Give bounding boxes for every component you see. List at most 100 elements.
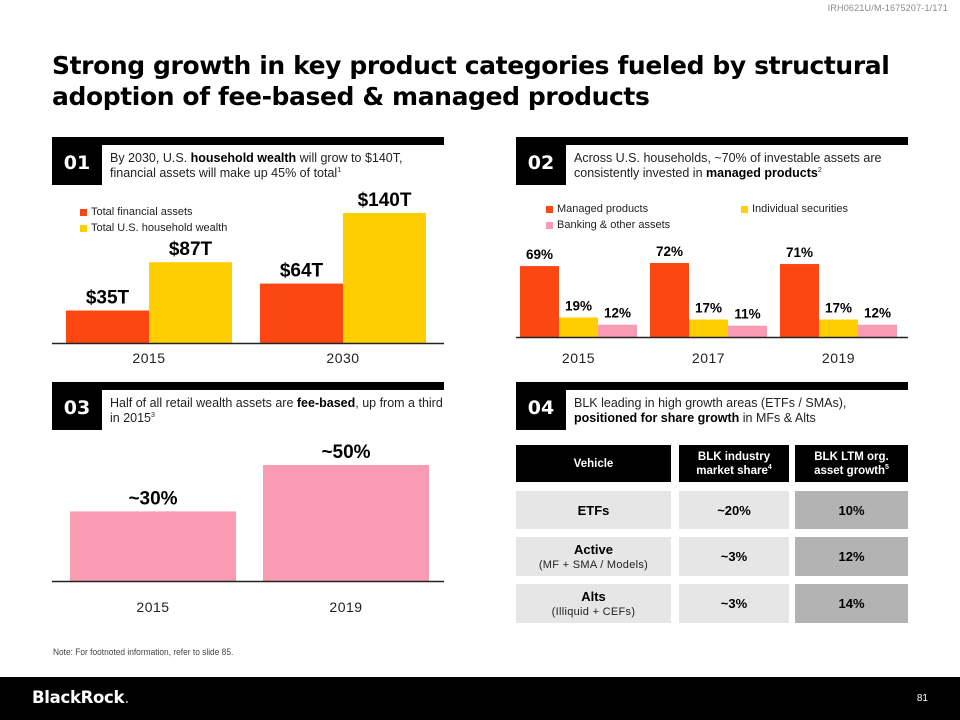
table-cell-asset-growth: 10% xyxy=(795,491,908,529)
panel-top-rule xyxy=(516,137,908,145)
legend-swatch xyxy=(546,221,553,229)
legend-item: Banking & other assets xyxy=(546,217,670,233)
panel-top-rule xyxy=(52,137,444,145)
category-label: 2019 xyxy=(329,599,362,615)
category-label: 2015 xyxy=(562,350,595,366)
bar xyxy=(559,317,598,337)
table-cell-market-share: ~20% xyxy=(679,491,789,529)
panel-top-rule xyxy=(52,382,444,390)
bar xyxy=(780,264,819,337)
chart-legend: Total financial assets Total U.S. househ… xyxy=(80,204,227,236)
data-label: 12% xyxy=(604,306,631,321)
page-number: 81 xyxy=(916,693,928,704)
panel-number: 03 xyxy=(52,382,102,430)
category-label: 2030 xyxy=(326,350,359,366)
legend-label: Managed products xyxy=(557,203,649,215)
panel-managed-products: 02 Across U.S. households, ~70% of inves… xyxy=(516,137,908,377)
blackrock-logo: BlackRock. xyxy=(32,688,130,707)
footer-bar: BlackRock. 81 xyxy=(0,677,960,720)
panel-number: 02 xyxy=(516,137,566,185)
panel-number: 01 xyxy=(52,137,102,185)
category-label: 2019 xyxy=(822,350,855,366)
panel-description: BLK leading in high growth areas (ETFs /… xyxy=(574,396,847,425)
data-label: 71% xyxy=(786,245,813,260)
table-header-row: Vehicle BLK industry market share4 BLK LT… xyxy=(516,445,908,482)
legend-item: Total financial assets xyxy=(80,204,227,220)
table-row: Alts (Illiquid + CEFs) ~3% 14% xyxy=(516,584,908,623)
panel-header: 02 Across U.S. households, ~70% of inves… xyxy=(516,137,908,185)
data-label: ~30% xyxy=(128,488,177,509)
panel-header: 04 BLK leading in high growth areas (ETF… xyxy=(516,382,908,430)
chart-legend: Individual securities xyxy=(741,201,848,217)
bar xyxy=(858,324,897,337)
category-label: 2015 xyxy=(132,350,165,366)
data-label: 12% xyxy=(864,306,891,321)
bar xyxy=(728,325,767,337)
table-row: ETFs ~20% 10% xyxy=(516,491,908,529)
panel-household-wealth: 01 By 2030, U.S. household wealth will g… xyxy=(52,137,444,377)
panel-header: 01 By 2030, U.S. household wealth will g… xyxy=(52,137,444,185)
chart-investable-assets-mix: 69% 19% 12% 2015 72% 17% 11% 2017 71% 17% 12% 2019 xyxy=(516,244,908,366)
bar xyxy=(149,262,232,343)
panel-description: By 2030, U.S. household wealth will grow… xyxy=(110,151,403,180)
table-header-vehicle: Vehicle xyxy=(516,445,671,482)
panel-description: Half of all retail wealth assets are fee… xyxy=(110,396,443,425)
bar xyxy=(263,465,429,581)
panel-description: Across U.S. households, ~70% of investab… xyxy=(574,151,882,180)
chart-household-wealth: $35T $87T 2015 $64T $140T 2030 xyxy=(52,190,444,366)
table-cell-market-share: ~3% xyxy=(679,537,789,576)
data-label: 17% xyxy=(695,301,722,316)
footnote: Note: For footnoted information, refer t… xyxy=(53,647,234,658)
bar xyxy=(520,266,559,337)
legend-swatch xyxy=(741,205,748,213)
legend-label: Total financial assets xyxy=(91,206,193,218)
table-header-asset-growth: BLK LTM org. asset growth5 xyxy=(795,445,908,482)
data-label: 72% xyxy=(656,244,683,259)
page-title: Strong growth in key product categories … xyxy=(52,51,890,111)
legend-item: Total U.S. household wealth xyxy=(80,220,227,236)
bar xyxy=(260,283,343,343)
legend-item: Managed products xyxy=(546,201,670,217)
bar xyxy=(66,310,149,343)
legend-swatch xyxy=(80,224,87,232)
bar xyxy=(689,319,728,337)
table-cell-asset-growth: 14% xyxy=(795,584,908,623)
document-id: IRH0621U/M-1675207-1/171 xyxy=(827,3,948,13)
data-label: ~50% xyxy=(321,442,370,463)
data-label: $87T xyxy=(169,239,213,260)
chart-legend: Managed products Banking & other assets xyxy=(546,201,670,233)
legend-label: Individual securities xyxy=(752,203,848,215)
legend-item: Individual securities xyxy=(741,201,848,217)
data-label: $140T xyxy=(358,190,412,211)
data-label: $35T xyxy=(86,288,130,309)
legend-label: Banking & other assets xyxy=(557,219,671,231)
bar xyxy=(819,319,858,337)
bar xyxy=(650,263,689,337)
category-label: 2017 xyxy=(692,350,725,366)
panel-fee-based: 03 Half of all retail wealth assets are … xyxy=(52,382,444,622)
table-cell-vehicle: ETFs xyxy=(516,491,671,529)
legend-swatch xyxy=(546,205,553,213)
data-label: 11% xyxy=(734,307,760,322)
panel-blk-vehicles: 04 BLK leading in high growth areas (ETF… xyxy=(516,382,908,442)
table-cell-market-share: ~3% xyxy=(679,584,789,623)
data-label: $64T xyxy=(280,261,324,282)
bar xyxy=(343,213,426,343)
legend-label: Total U.S. household wealth xyxy=(91,222,228,234)
table-cell-vehicle: Alts (Illiquid + CEFs) xyxy=(516,584,671,623)
panel-header: 03 Half of all retail wealth assets are … xyxy=(52,382,444,430)
chart-fee-based-share: ~30% 2015 ~50% 2019 xyxy=(52,442,444,615)
table-row: Active (MF + SMA / Models) ~3% 12% xyxy=(516,537,908,576)
category-label: 2015 xyxy=(136,599,169,615)
legend-swatch xyxy=(80,208,87,216)
table-cell-vehicle: Active (MF + SMA / Models) xyxy=(516,537,671,576)
data-label: 17% xyxy=(825,301,852,316)
data-label: 69% xyxy=(526,247,553,262)
table-header-market-share: BLK industry market share4 xyxy=(679,445,789,482)
panel-number: 04 xyxy=(516,382,566,430)
bar xyxy=(70,511,236,581)
bar xyxy=(598,324,637,337)
data-label: 19% xyxy=(565,298,592,313)
panel-top-rule xyxy=(516,382,908,390)
table-cell-asset-growth: 12% xyxy=(795,537,908,576)
